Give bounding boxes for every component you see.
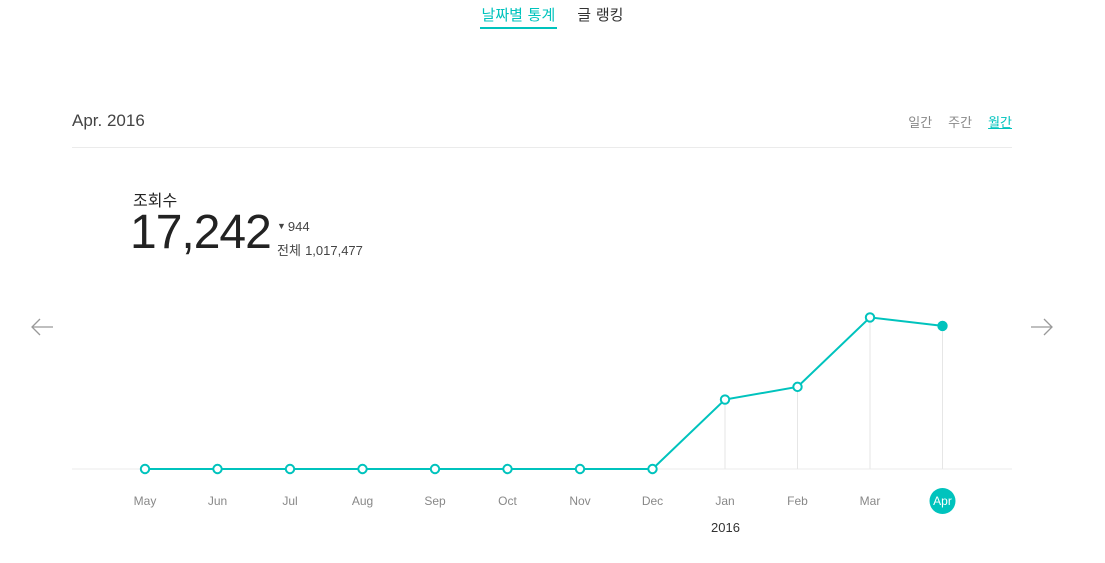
triangle-down-icon: ▼ — [277, 221, 286, 231]
data-point — [792, 381, 803, 393]
data-point — [502, 463, 513, 475]
metric-total: 전체 1,017,477 — [277, 240, 363, 259]
period-label: Apr. 2016 — [72, 111, 145, 130]
x-tick-label: Aug — [352, 494, 373, 508]
x-tick-label: Feb — [787, 494, 808, 508]
data-point — [284, 463, 296, 475]
arrow-left-icon — [31, 318, 53, 336]
x-tick-label: Mar — [860, 494, 881, 508]
next-period-button[interactable] — [1029, 314, 1055, 340]
x-tick-label: Jul — [282, 494, 297, 508]
range-monthly[interactable]: 월간 — [988, 116, 1012, 131]
range-weekly[interactable]: 주간 — [948, 116, 973, 131]
x-tick-label: May — [134, 494, 157, 508]
data-point — [647, 463, 658, 475]
x-tick-label: Jan — [715, 494, 734, 508]
data-point — [212, 463, 223, 475]
chart-year-label: 2016 — [711, 520, 740, 535]
data-point — [864, 312, 876, 323]
metric-value: 17,242 — [130, 206, 272, 259]
top-tabs: 날짜별 통계 글 랭킹 — [0, 4, 1105, 29]
metric-title: 조회수 — [133, 191, 178, 210]
x-tick-label: Apr — [933, 494, 952, 508]
tab-daily-stats[interactable]: 날짜별 통계 — [479, 4, 558, 29]
series-line — [145, 316, 943, 470]
data-point — [574, 463, 586, 475]
selected-month-badge — [929, 488, 956, 514]
data-point — [429, 463, 441, 475]
x-tick-label: Dec — [642, 494, 663, 508]
x-tick-label: Jun — [208, 494, 227, 508]
prev-period-button[interactable] — [29, 314, 55, 340]
x-tick-label: Sep — [424, 494, 446, 508]
metric-total-label: 전체 — [277, 244, 301, 259]
range-daily[interactable]: 일간 — [908, 116, 933, 131]
x-tick-label: Nov — [569, 494, 590, 508]
metric-delta: ▼ 944 — [277, 219, 310, 234]
x-tick-label: Oct — [498, 494, 517, 508]
tab-post-ranking[interactable]: 글 랭킹 — [577, 6, 624, 24]
metric-delta-value: 944 — [287, 219, 310, 234]
range-selector: 일간 주간 월간 — [908, 112, 1012, 131]
data-point — [139, 463, 151, 475]
data-point — [719, 394, 731, 405]
data-point — [357, 463, 368, 475]
metric-total-value: 1,017,477 — [305, 243, 363, 258]
data-point-selected — [937, 320, 948, 332]
header-divider — [72, 147, 1012, 148]
arrow-right-icon — [1031, 318, 1053, 336]
